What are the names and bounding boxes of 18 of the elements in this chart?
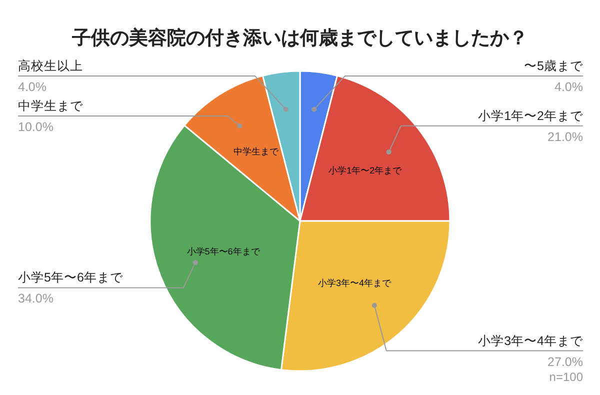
chart-title: 子供の美容院の付き添いは何歳までしていましたか？ (71, 27, 528, 49)
slice-label: 小学5年〜6年まで (18, 270, 124, 285)
slice-label: 小学1年〜2年まで (478, 108, 584, 123)
slice-label: 高校生以上 (18, 58, 83, 73)
data-label: 21.0% (548, 130, 583, 144)
slice-label: 小学3年〜4年まで (318, 278, 392, 288)
data-label: 27.0% (548, 354, 583, 369)
slice-label: 小学1年〜2年まで (328, 165, 403, 176)
slice-label: 小学5年〜6年まで (186, 246, 261, 256)
data-label: 4.0% (18, 80, 46, 94)
text: n=100 (549, 370, 584, 384)
data-label: 34.0% (18, 292, 54, 306)
data-label: 10.0% (18, 120, 54, 134)
slice-label: 小学3年〜4年まで (478, 334, 584, 348)
slice-label: 中学生まで (233, 146, 280, 156)
slice-label: 〜5歳まで (524, 59, 584, 73)
data-label: 4.0% (554, 80, 583, 94)
slice-label: 中学生まで (18, 99, 84, 113)
